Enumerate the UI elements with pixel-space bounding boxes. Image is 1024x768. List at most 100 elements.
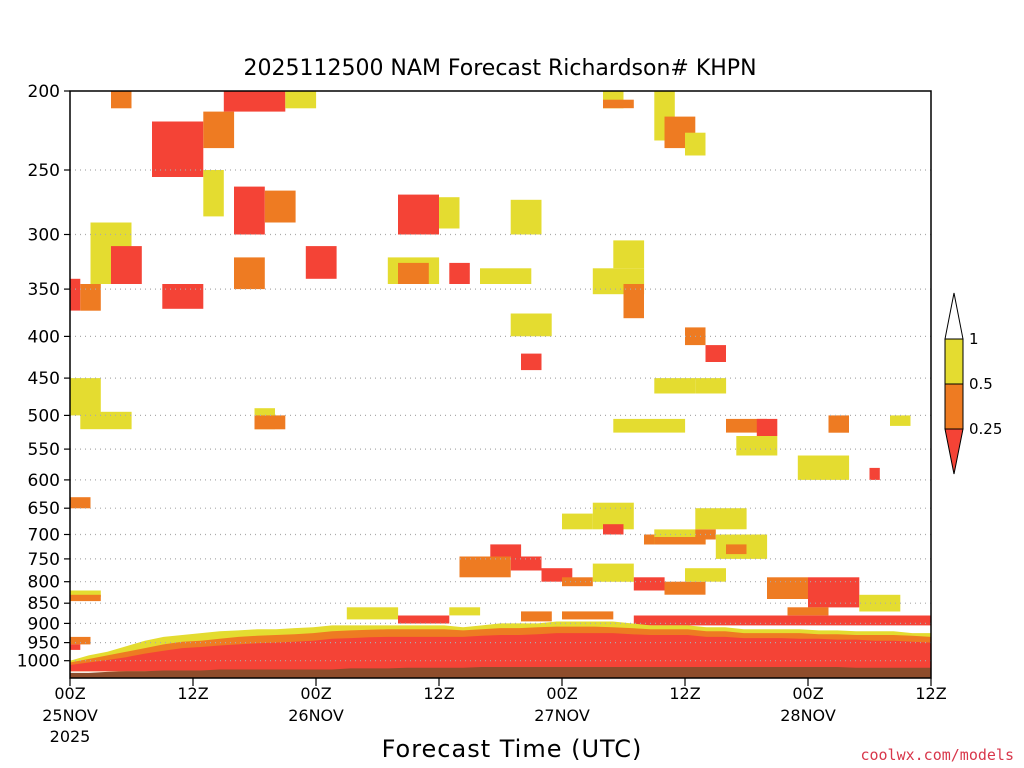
y-tick-label: 900 <box>28 614 60 634</box>
ri-patch <box>510 199 542 235</box>
ri-patch <box>654 378 696 394</box>
ri-patch <box>613 240 645 269</box>
ri-patch <box>346 607 399 620</box>
ri-patch <box>70 278 81 311</box>
ri-patch <box>890 415 911 426</box>
ri-patch <box>654 537 706 545</box>
ri-patch <box>254 415 286 430</box>
x-tick-label: 00Z <box>792 684 823 703</box>
y-tick-label: 500 <box>28 406 60 426</box>
legend-swatch-0-25-0-5 <box>944 383 964 430</box>
ri-patch <box>70 497 91 509</box>
ri-patch <box>459 556 511 578</box>
legend-label: 0.25 <box>969 420 1002 438</box>
y-tick-label: 350 <box>28 280 60 300</box>
x-tick-label: 00Z <box>300 684 331 703</box>
grid-layer <box>70 169 931 662</box>
y-tick-label: 850 <box>28 594 60 614</box>
ri-patch <box>592 563 634 582</box>
plot-area <box>69 90 932 679</box>
x-tick-date: 25NOV <box>42 706 98 725</box>
ri-patch <box>521 353 542 371</box>
ri-patch <box>510 556 542 571</box>
ri-patch <box>398 262 429 284</box>
ri-patch <box>111 91 132 109</box>
ri-patch <box>685 568 726 582</box>
ri-patch <box>644 534 665 545</box>
ri-patch <box>726 544 747 555</box>
ri-patch <box>152 121 204 177</box>
ri-patch <box>449 607 481 616</box>
y-tick-label: 800 <box>28 573 60 593</box>
legend-label: 0.5 <box>969 375 993 393</box>
ri-patch <box>859 594 901 612</box>
ri-patch <box>203 111 235 149</box>
ri-patch <box>70 594 101 602</box>
x-tick-label: 12Z <box>177 684 208 703</box>
ri-patch <box>264 190 296 223</box>
plot-border <box>69 90 932 679</box>
ri-patch <box>705 345 726 362</box>
ri-patch <box>797 455 850 480</box>
ri-patch <box>562 577 593 587</box>
y-tick-label: 700 <box>28 526 60 546</box>
ri-patch <box>510 313 552 337</box>
y-tick-label: 200 <box>28 82 60 102</box>
ri-patch <box>439 197 460 229</box>
y-tick-label: 600 <box>28 471 60 491</box>
ri-patch <box>480 268 532 284</box>
ri-patch <box>162 284 204 309</box>
y-tick-label: 250 <box>28 161 60 181</box>
y-tick-label: 450 <box>28 369 60 389</box>
ri-patch <box>70 644 81 650</box>
x-axis-label: Forecast Time (UTC) <box>382 735 643 763</box>
ri-patch <box>756 418 778 436</box>
ri-patch <box>70 590 101 597</box>
ri-patch <box>521 611 552 622</box>
ri-patch <box>603 524 624 535</box>
ri-patch <box>490 544 522 557</box>
ri-patch <box>726 418 767 433</box>
ri-patch <box>695 378 727 394</box>
x-tick-date: 27NOV <box>534 706 590 725</box>
ri-patch <box>234 257 265 290</box>
x-tick-label: 00Z <box>54 684 85 703</box>
ri-patch <box>398 615 450 624</box>
y-tick-label: 400 <box>28 327 60 347</box>
ri-patch <box>633 577 665 591</box>
credit-text[interactable]: coolwx.com/models <box>860 746 1014 764</box>
ri-patch <box>767 577 808 599</box>
ri-patch <box>111 246 142 284</box>
y-tick-label: 650 <box>28 499 60 519</box>
legend-swatch-gt-1 <box>944 292 964 340</box>
ri-patch <box>223 91 286 112</box>
ri-patch <box>633 615 932 626</box>
x-axis: 00Z 25NOV 2025 12Z 00Z 26NOV 12Z 00Z 27NOV 12Z 00Z… <box>42 678 947 746</box>
ri-patch <box>70 378 101 416</box>
x-tick-label: 12Z <box>669 684 700 703</box>
colorbar-legend: 1 0.5 0.25 <box>944 292 1002 475</box>
ri-patch <box>623 284 644 319</box>
ri-patch <box>80 411 132 430</box>
ri-patch <box>685 132 706 156</box>
ri-patch <box>603 99 634 109</box>
ri-patch <box>828 415 849 433</box>
x-tick-label: 12Z <box>423 684 454 703</box>
ri-patch <box>562 513 593 530</box>
y-axis: 200 250 300 350 400 450 500 550 600 650 700 750 8008… <box>17 82 70 672</box>
y-tick-label: 750 <box>28 550 60 570</box>
ri-patch <box>449 262 470 284</box>
legend-swatch-lt-0-25 <box>944 428 964 475</box>
y-tick-label: 1000 <box>17 652 60 672</box>
x-tick-label: 12Z <box>915 684 946 703</box>
x-tick-label: 00Z <box>546 684 577 703</box>
ri-patch <box>305 246 337 279</box>
ri-patch <box>562 611 614 620</box>
ri-patch <box>869 467 880 480</box>
legend-swatch-0-5-1 <box>944 338 964 385</box>
y-tick-label: 550 <box>28 440 60 460</box>
ri-patch <box>70 636 91 645</box>
ri-patch <box>695 508 747 530</box>
ri-patch <box>808 577 860 608</box>
